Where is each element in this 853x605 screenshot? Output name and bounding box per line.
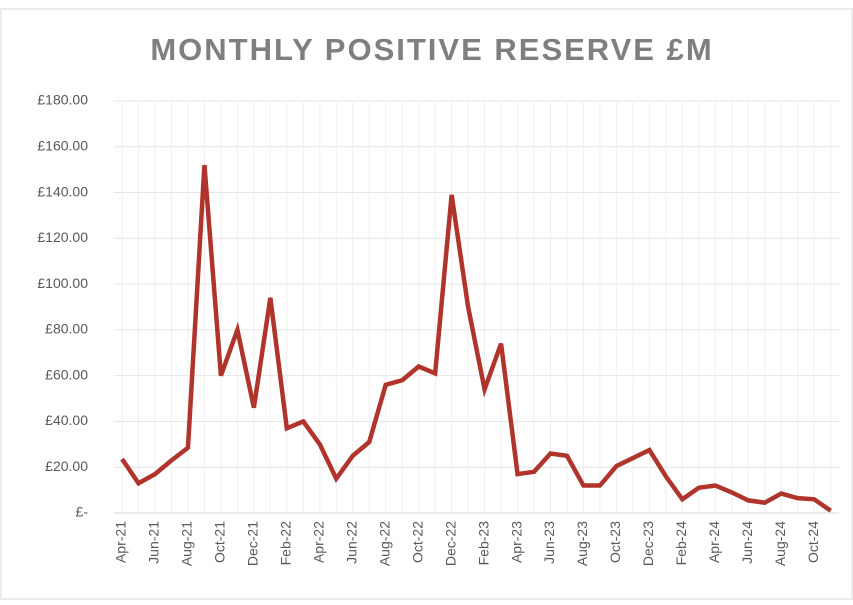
series-line <box>120 164 832 513</box>
y-tick-label: £20.00 <box>45 458 88 474</box>
x-tick-label: Oct-24 <box>805 521 821 563</box>
x-tick-label: Apr-24 <box>706 521 722 563</box>
x-tick-label: Aug-23 <box>574 521 590 566</box>
x-tick-label: Feb-24 <box>673 521 689 566</box>
chart-border <box>0 8 853 600</box>
x-tick-label: Dec-21 <box>245 521 261 566</box>
y-tick-label: £100.00 <box>37 275 88 291</box>
x-tick-label: Jun-24 <box>739 521 755 564</box>
x-tick-label: Jun-21 <box>146 521 162 564</box>
x-tick-label: Jun-22 <box>343 521 359 564</box>
x-tick-label: Feb-22 <box>278 521 294 566</box>
y-tick-label: £140.00 <box>37 183 88 199</box>
x-tick-label: Oct-23 <box>607 521 623 563</box>
y-tick-label: £- <box>76 504 89 520</box>
x-tick-label: Oct-21 <box>212 521 228 563</box>
x-tick-label: Aug-24 <box>772 521 788 566</box>
y-tick-label: £40.00 <box>45 412 88 428</box>
x-tick-label: Jun-23 <box>541 521 557 564</box>
x-tick-label: Dec-22 <box>442 521 458 566</box>
x-tick-label: Feb-23 <box>475 521 491 566</box>
y-tick-label: £60.00 <box>45 366 88 382</box>
x-tick-label: Oct-22 <box>409 521 425 563</box>
x-tick-label: Apr-21 <box>113 521 129 563</box>
x-tick-label: Aug-21 <box>179 521 195 566</box>
y-tick-label: £120.00 <box>37 229 88 245</box>
x-tick-label: Aug-22 <box>376 521 392 566</box>
chart-title: MONTHLY POSITIVE RESERVE £M <box>150 32 713 67</box>
y-tick-label: £180.00 <box>37 92 88 108</box>
y-tick-label: £80.00 <box>45 321 88 337</box>
x-tick-label: Apr-23 <box>508 521 524 563</box>
x-tick-label: Dec-23 <box>640 521 656 566</box>
y-tick-label: £160.00 <box>37 137 88 153</box>
x-tick-label: Apr-22 <box>310 521 326 563</box>
